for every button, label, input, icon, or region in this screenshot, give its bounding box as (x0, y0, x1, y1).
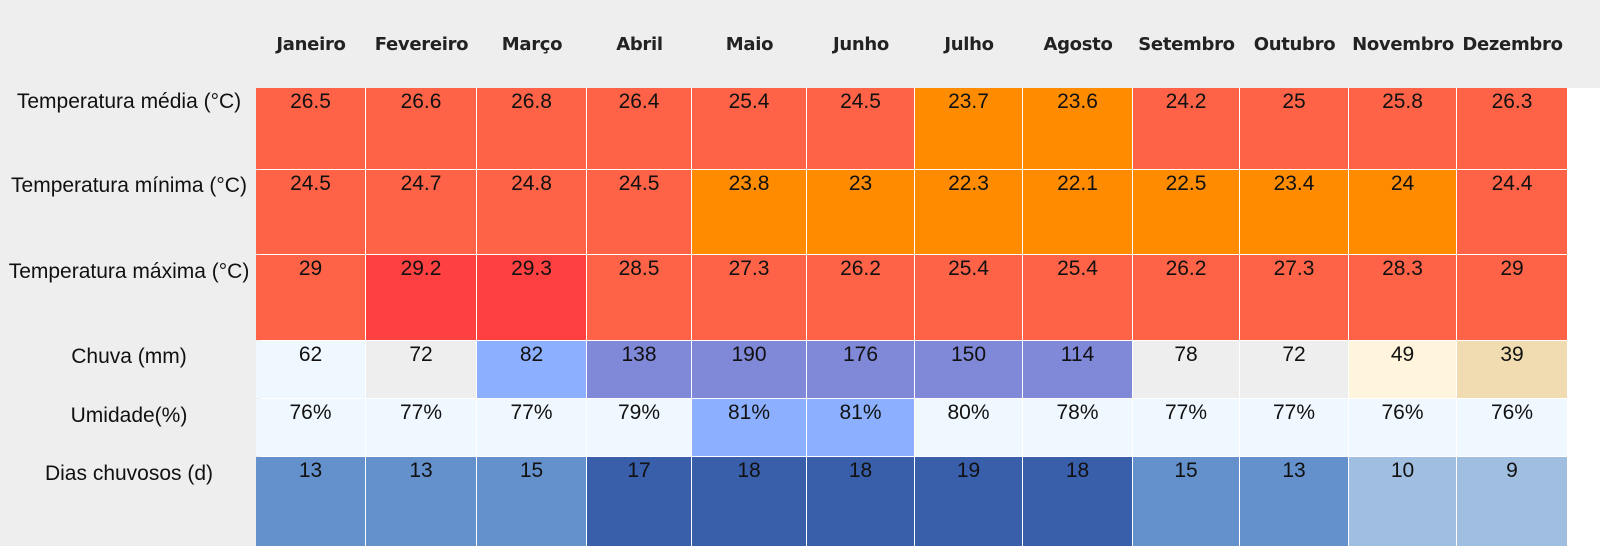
table-cell: 81% (807, 399, 914, 456)
table-cell: 72 (1240, 341, 1348, 398)
row-label-2: Temperatura máxima (°C) (8, 260, 250, 283)
table-cell: 15 (1133, 457, 1239, 546)
table-cell: 77% (366, 399, 476, 456)
table-cell: 29.2 (366, 255, 476, 340)
table-cell: 26.2 (807, 255, 914, 340)
table-cell: 80% (915, 399, 1022, 456)
month-header-0: Janeiro (276, 33, 346, 55)
table-cell: 25.4 (915, 255, 1022, 340)
table-cell: 77% (1240, 399, 1348, 456)
table-cell: 23 (807, 170, 914, 254)
table-cell: 81% (692, 399, 806, 456)
table-cell: 77% (1133, 399, 1239, 456)
table-cell: 23.7 (915, 88, 1022, 169)
table-cell: 28.3 (1349, 255, 1456, 340)
table-cell: 27.3 (1240, 255, 1348, 340)
table-cell: 76% (256, 399, 365, 456)
table-cell: 24.5 (587, 170, 691, 254)
month-header-8: Setembro (1138, 33, 1235, 55)
table-cell: 10 (1349, 457, 1456, 546)
table-cell: 24.7 (366, 170, 476, 254)
table-cell: 24.5 (807, 88, 914, 169)
table-cell: 150 (915, 341, 1022, 398)
table-cell: 138 (587, 341, 691, 398)
table-cell: 27.3 (692, 255, 806, 340)
table-cell: 176 (807, 341, 914, 398)
table-cell: 13 (1240, 457, 1348, 546)
table-cell: 24.5 (256, 170, 365, 254)
table-cell: 26.8 (477, 88, 586, 169)
table-cell: 76% (1349, 399, 1456, 456)
table-cell: 26.6 (366, 88, 476, 169)
row-label-1: Temperatura mínima (°C) (11, 174, 247, 197)
table-cell: 17 (587, 457, 691, 546)
table-cell: 190 (692, 341, 806, 398)
table-cell: 77% (477, 399, 586, 456)
month-header-2: Março (501, 33, 563, 55)
table-cell: 24.2 (1133, 88, 1239, 169)
table-cell: 72 (366, 341, 476, 398)
table-cell: 18 (692, 457, 806, 546)
table-cell: 24 (1349, 170, 1456, 254)
month-header-7: Agosto (1043, 33, 1113, 55)
month-header-4: Maio (725, 33, 774, 55)
table-cell: 82 (477, 341, 586, 398)
table-cell: 78% (1023, 399, 1132, 456)
month-header-6: Julho (944, 33, 994, 55)
table-cell: 25.4 (1023, 255, 1132, 340)
row-label-0: Temperatura média (°C) (16, 90, 242, 113)
table-cell: 18 (807, 457, 914, 546)
table-cell: 62 (256, 341, 365, 398)
row-label-column-background (0, 0, 261, 546)
table-cell: 79% (587, 399, 691, 456)
table-cell: 78 (1133, 341, 1239, 398)
table-cell: 26.2 (1133, 255, 1239, 340)
table-cell: 28.5 (587, 255, 691, 340)
table-cell: 29 (1457, 255, 1567, 340)
month-header-5: Junho (832, 33, 889, 55)
month-header-3: Abril (616, 33, 663, 55)
month-header-10: Novembro (1352, 33, 1454, 55)
table-cell: 23.6 (1023, 88, 1132, 169)
month-header-background (0, 0, 1600, 88)
table-cell: 19 (915, 457, 1022, 546)
month-header-1: Fevereiro (374, 33, 469, 55)
table-cell: 26.3 (1457, 88, 1567, 169)
row-label-5: Dias chuvosos (d) (44, 462, 214, 485)
table-cell: 29 (256, 255, 365, 340)
table-cell: 26.5 (256, 88, 365, 169)
table-cell: 18 (1023, 457, 1132, 546)
table-cell: 13 (256, 457, 365, 546)
table-cell: 25.4 (692, 88, 806, 169)
table-cell: 114 (1023, 341, 1132, 398)
table-cell: 15 (477, 457, 586, 546)
table-cell: 76% (1457, 399, 1567, 456)
table-cell: 24.8 (477, 170, 586, 254)
table-cell: 29.3 (477, 255, 586, 340)
table-cell: 25 (1240, 88, 1348, 169)
table-cell: 23.8 (692, 170, 806, 254)
row-label-4: Umidade(%) (70, 404, 188, 427)
table-cell: 24.4 (1457, 170, 1567, 254)
table-cell: 13 (366, 457, 476, 546)
table-cell: 23.4 (1240, 170, 1348, 254)
table-cell: 49 (1349, 341, 1456, 398)
table-cell: 22.5 (1133, 170, 1239, 254)
table-cell: 9 (1457, 457, 1567, 546)
month-header-11: Dezembro (1462, 33, 1563, 55)
table-cell: 22.1 (1023, 170, 1132, 254)
table-cell: 25.8 (1349, 88, 1456, 169)
table-cell: 26.4 (587, 88, 691, 169)
table-cell: 39 (1457, 341, 1567, 398)
row-label-3: Chuva (mm) (71, 345, 187, 368)
month-header-9: Outubro (1253, 33, 1336, 55)
table-cell: 22.3 (915, 170, 1022, 254)
